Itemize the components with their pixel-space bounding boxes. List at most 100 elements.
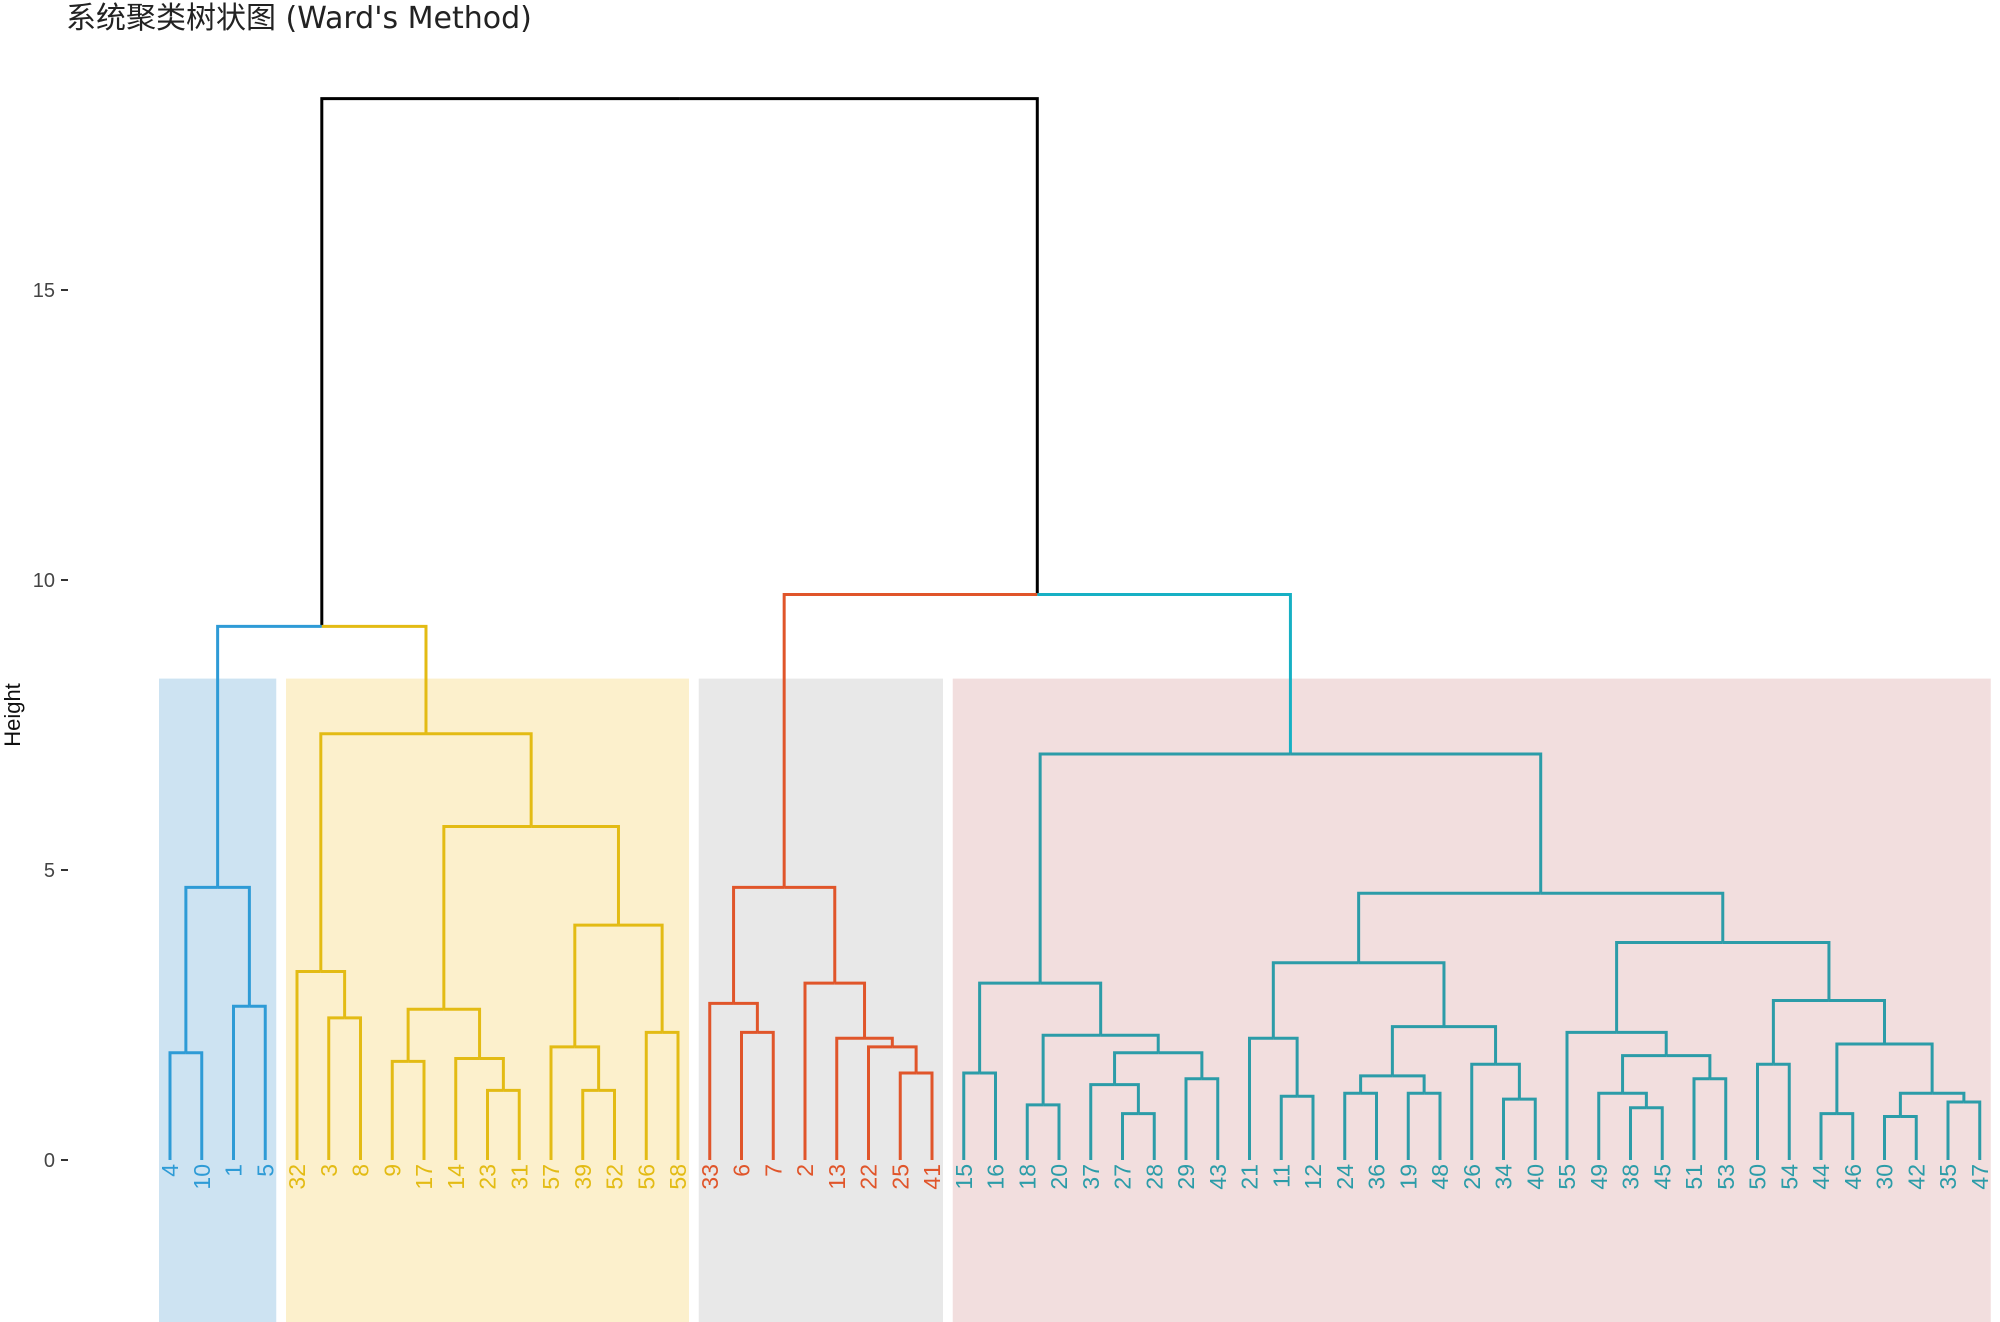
dendrogram-branch [708, 1001, 734, 1160]
dendrogram-branch [1835, 1042, 1885, 1114]
dendrogram-branch [757, 1030, 775, 1160]
leaf-label: 21 [1237, 1164, 1263, 1190]
dendrogram-branch [1540, 891, 1725, 943]
dendrogram-branch [1819, 1112, 1837, 1160]
leaf-label: 20 [1046, 1164, 1072, 1190]
dendrogram-branch [1771, 999, 1829, 1065]
dendrogram-branch [1358, 961, 1446, 1027]
dendrogram-branch [1025, 1103, 1044, 1160]
dendrogram-branch [1037, 593, 1292, 754]
dendrogram-branch [320, 97, 680, 627]
dendrogram-branch [1114, 1083, 1140, 1114]
dendrogram-branch [978, 981, 1041, 1073]
leaf-label: 17 [411, 1164, 437, 1190]
leaf-label: 2 [792, 1164, 818, 1177]
leaf-label: 26 [1459, 1164, 1485, 1190]
y-tick-label: 15 [33, 280, 55, 302]
leaf-label: 16 [983, 1164, 1009, 1190]
dendrogram-branch [662, 1030, 680, 1160]
dendrogram-branch [443, 1007, 482, 1059]
dendrogram-branch [454, 1057, 480, 1160]
leaf-label: 29 [1173, 1164, 1199, 1190]
dendrogram-branch [1040, 981, 1103, 1036]
dendrogram-branch [1898, 1091, 1933, 1117]
dendrogram-branch [406, 1007, 444, 1062]
dendrogram-branch [1158, 1051, 1204, 1079]
dendrogram-branch [184, 885, 218, 1053]
leaf-label: 28 [1141, 1164, 1167, 1190]
dendrogram-branch [185, 1051, 204, 1160]
leaf-label: 35 [1935, 1164, 1961, 1190]
dendrogram-branch [549, 1045, 575, 1160]
leaf-label: 43 [1205, 1164, 1231, 1190]
dendrogram-branch [1932, 1091, 1966, 1102]
dendrogram-branch [1038, 752, 1291, 984]
dendrogram-branch [1470, 1062, 1496, 1160]
dendrogram-branch [644, 1030, 663, 1160]
dendrogram-branch [319, 732, 426, 972]
dendrogram-branch [1392, 1074, 1426, 1094]
dendrogram-branch [867, 1045, 893, 1160]
dendrogram-branch [598, 1088, 616, 1160]
leaf-label: 41 [919, 1164, 945, 1190]
dendrogram-branch [740, 1030, 758, 1160]
dendrogram-branch [425, 732, 533, 827]
dendrogram-branch [864, 1036, 894, 1047]
dendrogram-branch [1828, 999, 1886, 1044]
y-axis-label: Height [0, 683, 25, 747]
leaf-label: 31 [506, 1164, 532, 1190]
dendrogram-branch [1666, 1054, 1712, 1079]
dendrogram-branch [581, 1088, 599, 1160]
dendrogram-branch [835, 1036, 865, 1160]
dendrogram-branch [217, 885, 251, 1007]
dendrogram-branch [442, 825, 532, 1010]
leaf-label: 8 [348, 1164, 374, 1177]
dendrogram-branch [1597, 1091, 1623, 1160]
leaf-label: 54 [1776, 1164, 1802, 1190]
leaf-label: 23 [475, 1164, 501, 1190]
dendrogram-branch [1357, 891, 1541, 963]
dendrogram-branch [574, 1045, 601, 1091]
leaf-label: 49 [1586, 1164, 1612, 1190]
y-tick-label: 10 [33, 570, 55, 592]
dendrogram-branch [390, 1059, 409, 1160]
leaf-label: 36 [1364, 1164, 1390, 1190]
dendrogram-branch [1443, 1025, 1498, 1065]
leaf-label: 7 [760, 1164, 786, 1177]
dendrogram-branch [1273, 1036, 1299, 1097]
leaf-label: 4 [157, 1164, 183, 1177]
leaf-label: 22 [856, 1164, 882, 1190]
dendrogram-branch [1138, 1112, 1156, 1160]
dendrogram-branch [1963, 1100, 1982, 1160]
leaf-label: 10 [189, 1164, 215, 1190]
dendrogram-branch [1406, 1091, 1425, 1160]
leaf-label: 30 [1872, 1164, 1898, 1190]
leaf-label: 48 [1427, 1164, 1453, 1190]
dendrogram-branch [1622, 1091, 1648, 1108]
dendrogram-branch [732, 885, 785, 1004]
dendrogram-branch [1629, 1106, 1647, 1160]
leaf-label: 38 [1618, 1164, 1644, 1190]
dendrogram-branch [733, 1001, 759, 1033]
dendrogram-branch [1495, 1062, 1521, 1100]
dendrogram-branch [327, 1016, 345, 1160]
dendrogram-branch [1756, 1062, 1774, 1160]
leaf-label: 1 [221, 1164, 247, 1177]
dendrogram-branch [1100, 1033, 1160, 1053]
dendrogram-branch [295, 970, 321, 1160]
dendrogram-branch [1646, 1106, 1664, 1160]
leaf-label: 44 [1808, 1164, 1834, 1190]
dendrogram-branch [1565, 1030, 1617, 1160]
dendrogram-branch [834, 981, 867, 1039]
cluster-rectangles [159, 678, 1991, 1322]
leaf-label: 46 [1840, 1164, 1866, 1190]
leaf-label: 6 [729, 1164, 755, 1177]
leaf-label: 14 [443, 1164, 469, 1190]
leaf-label: 11 [1268, 1164, 1294, 1188]
leaf-label: 13 [824, 1164, 850, 1190]
leaf-labels: 4 10 1 5 32 3 8 9 17 14 23 31 57 39 52 56 58 33 6 7 2 13 22 25 4… [157, 1164, 1993, 1190]
leaf-label: 53 [1713, 1164, 1739, 1190]
dendrogram-branch [168, 1051, 186, 1160]
dendrogram-branch [1184, 1077, 1202, 1160]
